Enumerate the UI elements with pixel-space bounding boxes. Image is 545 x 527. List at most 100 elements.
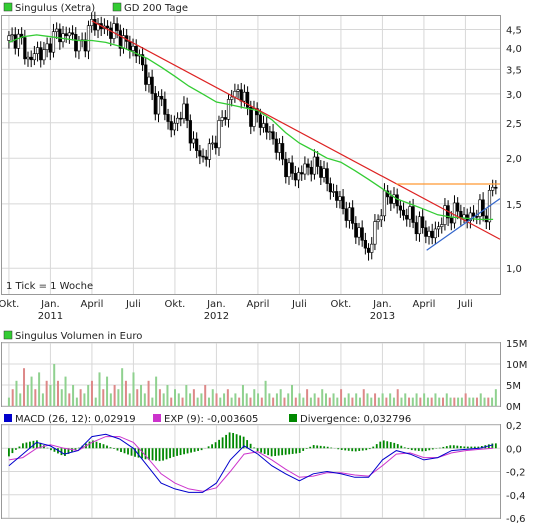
volume-bar [264,380,267,406]
macd-y-axis: 0,2 0,0 -0,2 -0,4 -0,6 [506,421,526,525]
volume-bar [438,397,441,406]
candle-body [312,156,317,175]
candle-body [335,191,339,201]
volume-bar [170,397,173,406]
volume-y-tick-label: 10M [506,360,527,371]
divergence-bar [302,448,305,451]
x-tick-month-label: April [80,299,103,310]
volume-bar [94,397,97,406]
divergence-bar [253,447,256,449]
divergence-bar [99,442,101,449]
divergence-bar [309,446,312,449]
volume-legend: Singulus Volumen in Euro [3,330,142,342]
volume-bar [241,385,244,406]
divergence-bar [372,446,375,449]
divergence-bar [50,448,52,451]
candle-body [290,162,294,174]
divergence-bar [494,443,497,449]
macd-y-tick-label: -0,6 [506,514,526,525]
volume-bar [426,397,429,406]
sma200-line [8,34,494,221]
divergence-bar [431,448,434,450]
divergence-bar [312,445,315,449]
volume-bar [128,393,131,406]
volume-bar [483,397,486,406]
candle-body [83,39,87,52]
candle-body [195,138,199,151]
divergence-bar [354,448,357,452]
volume-bar [321,389,324,406]
price-y-tick-label: 4,0 [506,44,522,55]
volume-bar [362,389,365,406]
candle-body [86,25,91,52]
divergence-bar [323,446,326,449]
candle-body [300,172,304,175]
divergence-bar [18,446,21,449]
x-tick-year-label: 2012 [204,311,229,322]
divergence-legend-swatch [289,414,297,422]
candle-body [281,143,285,160]
price-y-tick-label: 2,0 [506,154,522,165]
candle-body [303,163,307,175]
macd-legend: MACD (26, 12): 0,02919 EXP (9): -0,00360… [4,414,411,425]
volume-bar [491,397,494,406]
volume-bar [45,380,48,406]
candle-body [360,227,364,241]
volume-bar [109,393,112,406]
candle-body [179,117,183,120]
divergence-bar [151,448,154,461]
candle-body [287,162,291,178]
candle-body [163,98,167,115]
volume-bar [298,393,301,406]
divergence-bar [274,448,277,456]
candle-body [16,33,21,49]
x-tick-month-label: Okt. [165,299,186,310]
candle-body [109,27,113,39]
volume-y-tick-label: 0M [506,402,521,413]
divergence-bar [228,432,231,449]
divergence-bar [414,448,417,451]
candle-body [322,168,326,178]
volume-y-axis: 15M 10M 5M 0M [506,339,527,413]
divergence-bar [291,448,294,454]
volume-bar [332,393,335,406]
divergence-bar [403,447,406,449]
divergence-bar [326,446,329,449]
volume-bar [117,389,120,406]
candle-body [188,120,192,144]
signal-line [8,436,494,492]
price-legend-label: Singulus (Xetra) [15,3,95,14]
candle-body [156,95,161,115]
divergence-bar [172,448,175,457]
volume-bar [121,368,124,406]
divergence-bar [109,447,112,449]
candle-body [328,183,332,193]
divergence-bar [277,448,280,456]
divergence-bar [25,442,28,449]
volume-bar [174,389,177,406]
volume-bar [226,389,229,406]
divergence-bar [123,448,126,454]
divergence-bar [60,448,63,456]
volume-bar [19,393,22,406]
candle-body [252,108,256,127]
volume-bar [317,397,320,406]
volume-bar [189,393,192,406]
candle-body [424,227,428,237]
divergence-bar [256,448,259,452]
candle-body [51,31,56,53]
divergence-bar [102,444,105,449]
divergence-bar [127,448,129,455]
candle-body [128,41,132,51]
volume-bar [389,393,392,406]
candle-body [204,156,208,160]
volume-bar [102,389,105,406]
divergence-bar [39,442,42,449]
volume-bar [272,397,275,406]
candle-body [274,138,278,153]
candle-body [452,202,457,224]
candle-body [48,43,52,53]
divergence-bar [281,448,284,456]
divergence-bars [8,432,497,462]
